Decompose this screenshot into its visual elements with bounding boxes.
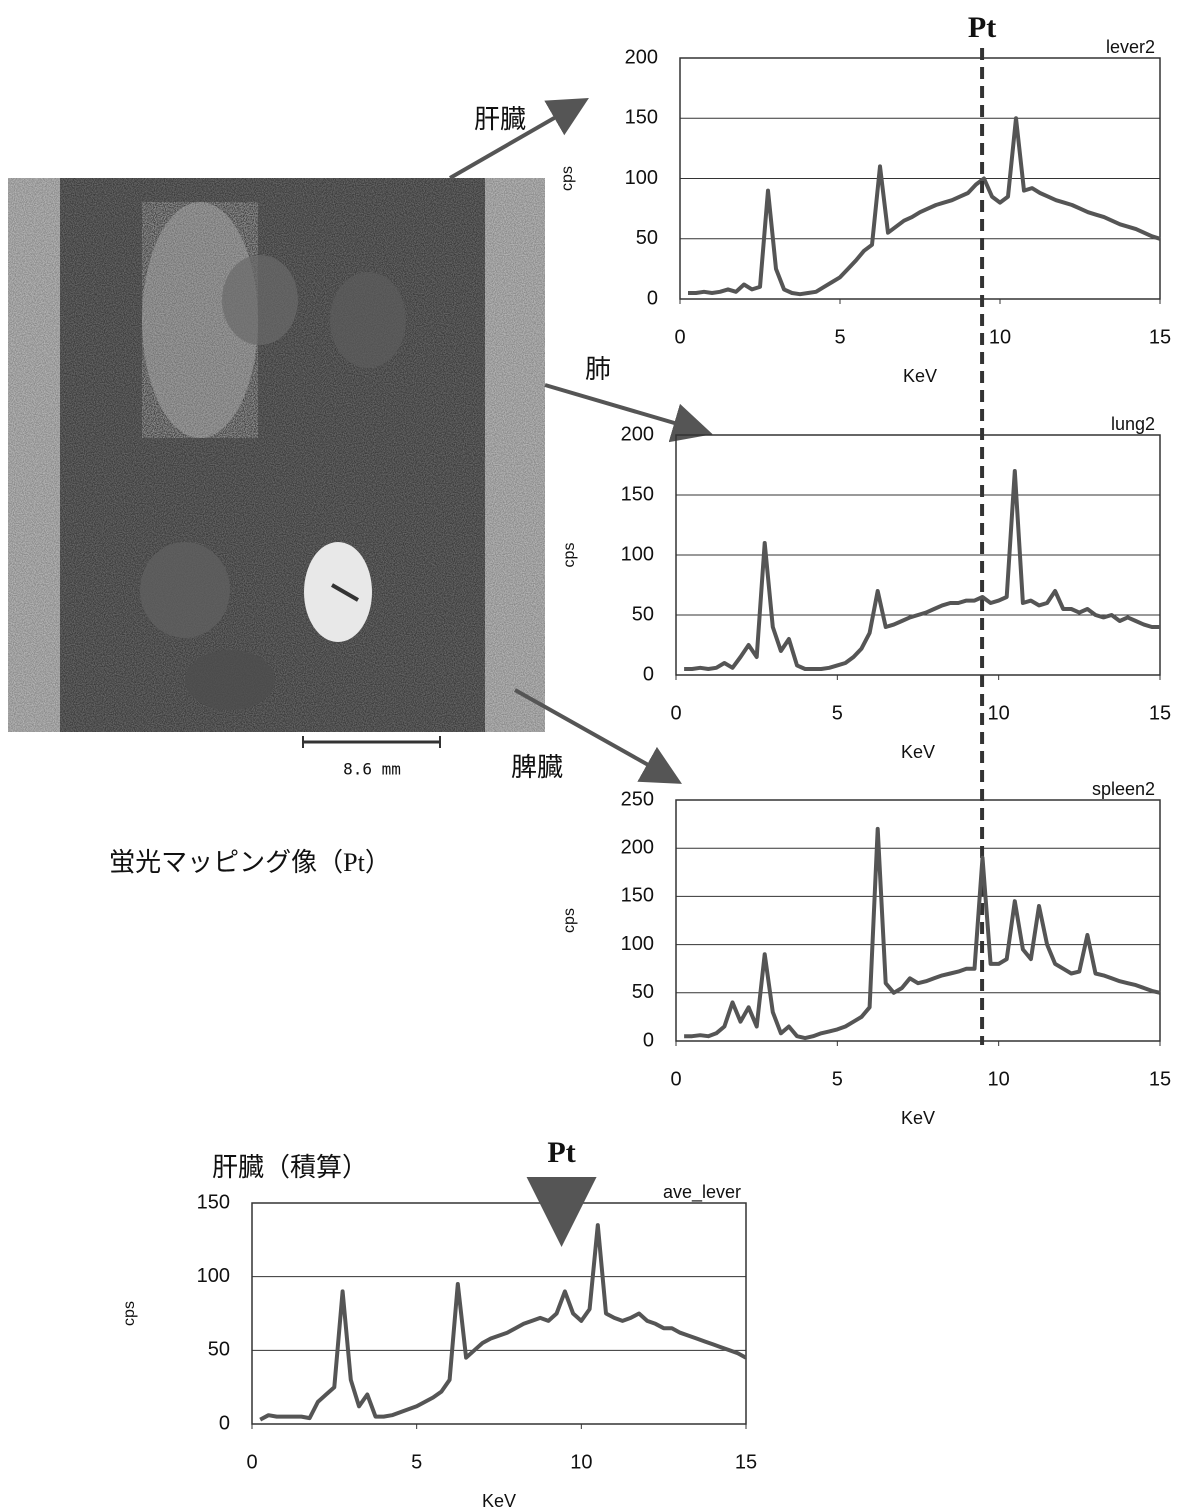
y-tick-label: 250 [621, 788, 654, 810]
x-tick-label: 15 [1149, 1068, 1171, 1090]
y-axis-label: cps [561, 543, 578, 568]
y-axis-label: cps [561, 908, 578, 933]
y-tick-label: 0 [647, 287, 658, 309]
series-name: lung2 [1111, 414, 1155, 434]
x-tick-label: 15 [735, 1451, 757, 1473]
y-tick-label: 150 [625, 107, 658, 129]
y-tick-label: 150 [197, 1191, 230, 1213]
x-tick-label: 5 [834, 326, 845, 348]
x-tick-label: 0 [246, 1451, 257, 1473]
x-tick-label: 10 [570, 1451, 592, 1473]
spectrum-line [684, 469, 1160, 671]
organ-label: 脾臓 [511, 753, 563, 782]
x-tick-label: 0 [670, 702, 681, 724]
spectrum-line [684, 826, 1161, 1041]
series-name: spleen2 [1092, 779, 1155, 799]
y-tick-label: 200 [621, 836, 654, 858]
plot-frame [675, 799, 1161, 1042]
series-name: lever2 [1106, 37, 1155, 57]
y-tick-label: 50 [632, 603, 654, 625]
annotation: Pt [547, 1136, 575, 1169]
spectrum-line [688, 116, 1161, 297]
x-tick-label: 5 [832, 702, 843, 724]
y-tick-label: 100 [621, 543, 654, 565]
y-axis-label: cps [559, 166, 576, 191]
x-tick-label: 15 [1149, 702, 1171, 724]
annotation: Pt [968, 11, 996, 44]
scale-bar-label: 8.6 mm [343, 760, 401, 779]
organ-label: 肝臓 [474, 105, 526, 134]
image-caption: 蛍光マッピング像（Pt） [109, 848, 391, 877]
y-tick-label: 100 [621, 933, 654, 955]
x-axis-label: KeV [901, 1108, 935, 1128]
y-tick-label: 100 [625, 167, 658, 189]
arrow [449, 98, 589, 180]
y-tick-label: 100 [197, 1265, 230, 1287]
y-tick-label: 150 [621, 483, 654, 505]
organ-label: 肺 [585, 355, 611, 384]
arrow [514, 688, 682, 784]
y-tick-label: 0 [643, 663, 654, 685]
x-tick-label: 5 [411, 1451, 422, 1473]
series-name: ave_lever [663, 1182, 741, 1203]
arrow [544, 383, 713, 443]
y-axis-label: cps [121, 1301, 138, 1326]
y-tick-label: 50 [636, 227, 658, 249]
x-axis-label: KeV [901, 742, 935, 762]
x-axis-label: KeV [482, 1491, 516, 1509]
x-tick-label: 10 [988, 1068, 1010, 1090]
y-tick-label: 50 [632, 981, 654, 1003]
x-tick-label: 15 [1149, 326, 1171, 348]
x-tick-label: 10 [989, 326, 1011, 348]
integrated-label: 肝臓（積算） [212, 1153, 368, 1182]
x-tick-label: 0 [674, 326, 685, 348]
mapping-image [8, 178, 545, 732]
y-tick-label: 0 [219, 1412, 230, 1434]
y-tick-label: 0 [643, 1029, 654, 1051]
y-tick-label: 150 [621, 885, 654, 907]
x-tick-label: 10 [988, 702, 1010, 724]
plot-frame [251, 1202, 747, 1425]
y-tick-label: 200 [625, 46, 658, 68]
y-tick-label: 50 [208, 1339, 230, 1361]
x-tick-label: 0 [670, 1068, 681, 1090]
spectrum-line [259, 1223, 747, 1422]
y-tick-label: 200 [621, 423, 654, 445]
x-tick-label: 5 [832, 1068, 843, 1090]
x-axis-label: KeV [903, 366, 937, 386]
